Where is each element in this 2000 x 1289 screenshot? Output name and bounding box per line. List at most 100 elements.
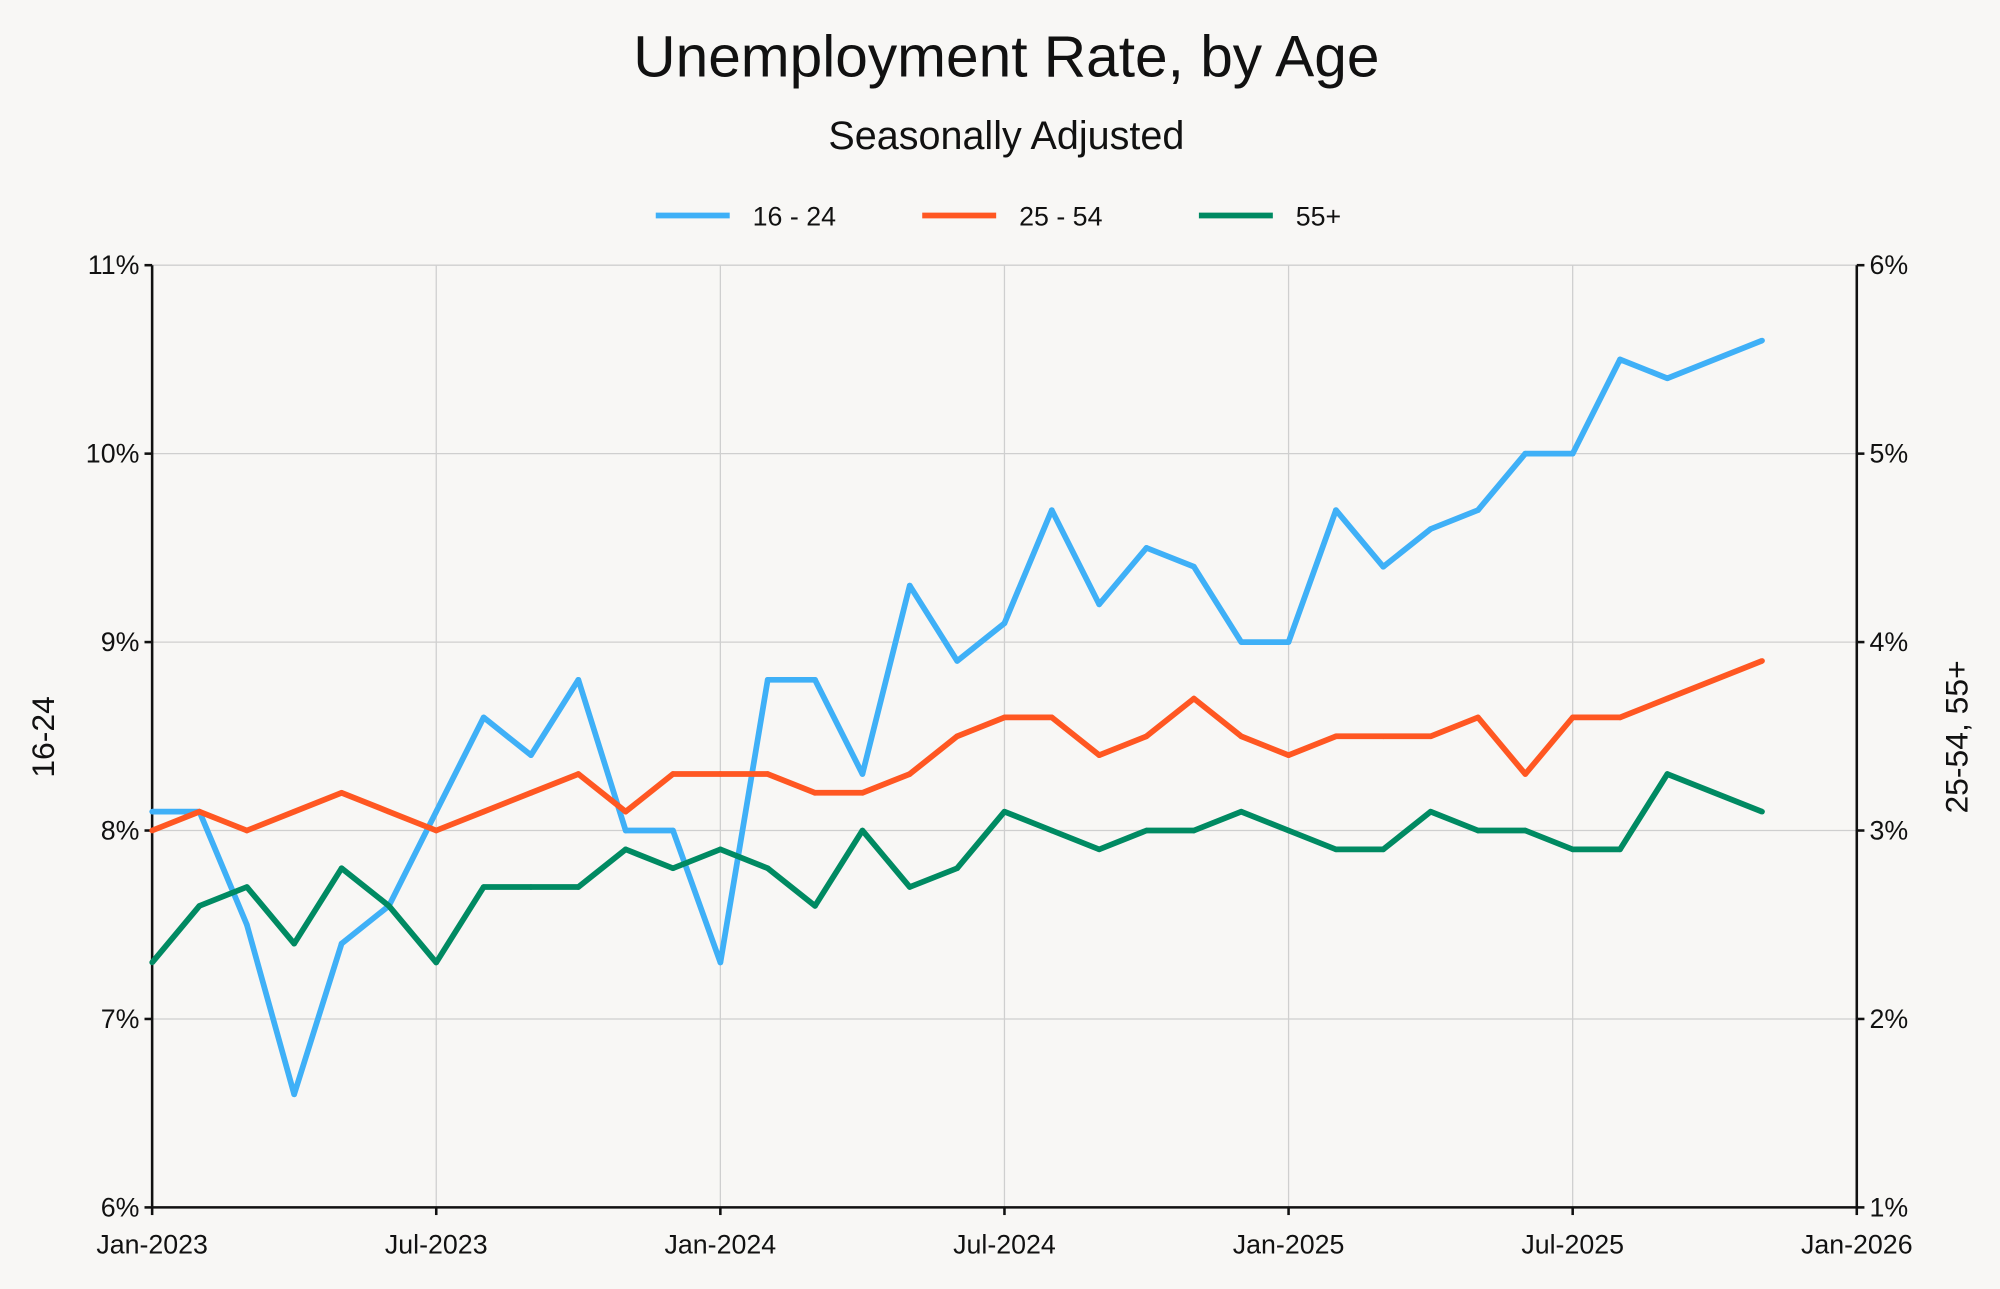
data-point [1475, 714, 1481, 721]
data-point [480, 808, 487, 815]
data-point [575, 771, 582, 777]
data-point [1759, 808, 1765, 815]
y-tick-label-left: 7% [101, 1004, 140, 1034]
data-point [244, 827, 250, 834]
data-point [575, 676, 582, 683]
data-point [1096, 601, 1102, 608]
data-point [480, 884, 487, 890]
data-point [764, 865, 771, 872]
x-tick-label: Jan-2024 [665, 1229, 777, 1259]
data-point [764, 676, 771, 683]
data-point [528, 790, 534, 796]
data-point [1191, 827, 1197, 834]
data-point [1522, 827, 1529, 834]
y-tick-label-right: 6% [1870, 250, 1909, 280]
data-point [480, 714, 487, 721]
data-point [433, 827, 440, 834]
y-tick-label-right: 5% [1870, 439, 1909, 469]
data-point [386, 808, 392, 815]
data-point [1380, 846, 1387, 853]
axes: 6% 1% 7% 2% 8% 3% 9% 4% 10% 5% 11% 6% Jan-2023 Jul-20… [86, 250, 1913, 1259]
data-point [1238, 733, 1245, 740]
series-lines [149, 337, 1765, 1098]
data-point [1001, 714, 1008, 721]
legend-label: 55+ [1296, 202, 1341, 232]
x-tick-label: Jul-2025 [1521, 1229, 1624, 1259]
chart-subtitle: Seasonally Adjusted [828, 114, 1184, 158]
data-point [764, 771, 771, 777]
data-point [1569, 846, 1576, 853]
data-point [1001, 620, 1008, 627]
data-point [906, 884, 913, 890]
data-point [670, 865, 676, 872]
data-point [1096, 846, 1102, 853]
data-point [1143, 733, 1150, 740]
data-point [196, 903, 203, 909]
y-axis-right-title: 25-54, 55+ [1939, 660, 1975, 813]
data-point [1096, 752, 1102, 758]
y-tick-label-left: 8% [101, 815, 140, 845]
data-point [1427, 808, 1434, 815]
data-point [1475, 507, 1481, 513]
x-tick-label: Jul-2024 [953, 1229, 1056, 1259]
y-tick-label-right: 2% [1870, 1004, 1909, 1034]
data-point [670, 771, 676, 777]
data-point [717, 959, 724, 966]
data-point [812, 790, 818, 796]
data-point [1522, 771, 1529, 777]
data-point [954, 865, 960, 872]
data-point [1569, 450, 1576, 457]
data-point [196, 808, 203, 815]
data-point [1333, 507, 1339, 513]
data-point [859, 790, 866, 796]
data-point [954, 733, 960, 740]
y-tick-label-right: 4% [1870, 627, 1909, 657]
data-point [1759, 658, 1765, 664]
data-point [670, 827, 676, 834]
data-point [575, 884, 582, 890]
data-point [1664, 375, 1671, 382]
data-point [1427, 733, 1434, 740]
data-point [338, 865, 345, 872]
data-point [906, 771, 913, 777]
data-point [291, 1091, 297, 1098]
data-point [1664, 695, 1671, 702]
data-point [528, 752, 534, 758]
data-point [1285, 752, 1292, 758]
data-point [1759, 337, 1765, 344]
x-tick-label: Jan-2026 [1801, 1229, 1913, 1259]
data-point [1143, 827, 1150, 834]
data-point [1522, 450, 1529, 457]
data-point [528, 884, 534, 890]
data-point [1049, 507, 1055, 513]
data-point [812, 676, 818, 683]
data-point [954, 658, 960, 664]
series-line-16-24 [152, 337, 1764, 1098]
data-point [1617, 714, 1623, 721]
data-point [1380, 733, 1387, 740]
legend: 16 - 24 25 - 54 55+ [655, 202, 1341, 232]
y-axis-left-title: 16-24 [25, 696, 61, 777]
data-point [433, 808, 440, 815]
series-line-55- [149, 771, 1764, 966]
data-point [1569, 714, 1576, 721]
data-point [1001, 808, 1008, 815]
data-point [386, 903, 392, 909]
data-point [244, 884, 250, 890]
y-tick-label-right: 1% [1870, 1192, 1909, 1222]
y-tick-label-left: 11% [88, 250, 140, 280]
data-point [1664, 771, 1671, 777]
data-point [859, 827, 866, 834]
data-point [1285, 639, 1292, 645]
data-point [1049, 827, 1055, 834]
series-line-25-54 [151, 658, 1764, 834]
x-tick-label: Jul-2023 [385, 1229, 488, 1259]
data-point [291, 808, 297, 815]
legend-label: 16 - 24 [753, 202, 836, 232]
data-point [622, 846, 629, 853]
x-tick-label: Jan-2023 [96, 1229, 208, 1259]
data-point [149, 959, 155, 966]
legend-label: 25 - 54 [1019, 202, 1102, 232]
